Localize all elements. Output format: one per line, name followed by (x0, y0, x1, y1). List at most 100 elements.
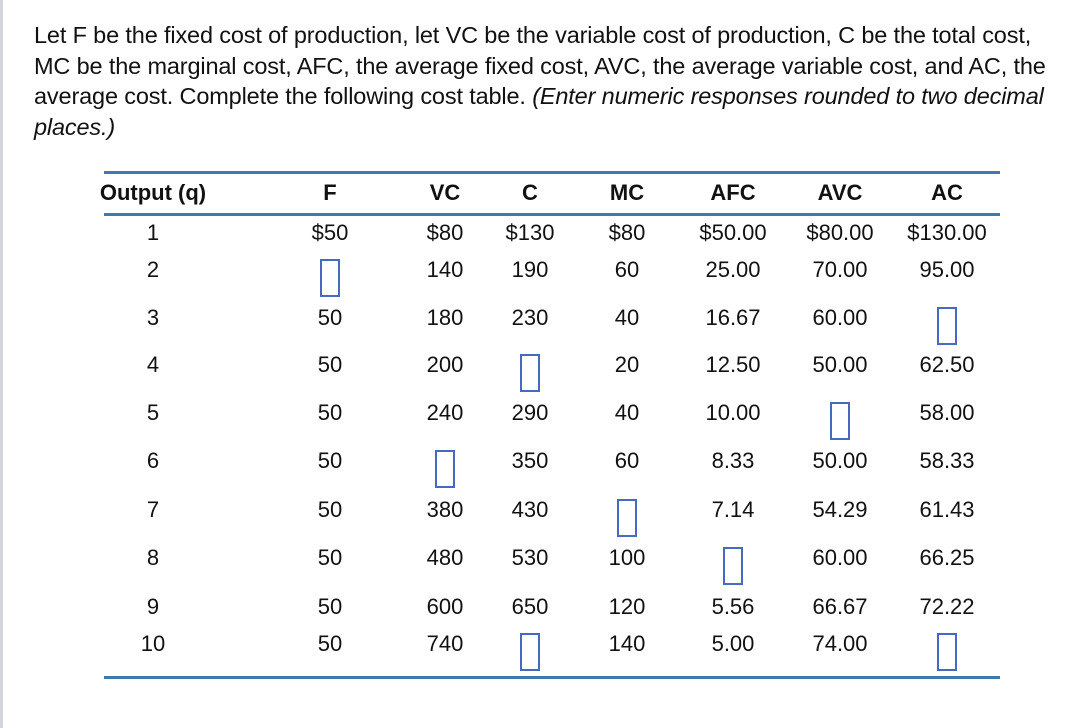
table-cell-mc: 40 (614, 400, 640, 425)
answer-input-f-row-2[interactable] (320, 259, 340, 297)
table-cell-f: 50 (317, 594, 343, 619)
answer-input-afc-row-8[interactable] (723, 547, 743, 585)
table-cell-mc: 20 (614, 352, 640, 377)
answer-field[interactable] (939, 635, 955, 669)
table-cell-ac: 58.00 (919, 400, 975, 425)
left-border (0, 0, 3, 728)
table-cell-ac: 58.33 (919, 448, 975, 473)
table-cell-ac: 95.00 (919, 257, 975, 282)
table-cell-avc: $80.00 (806, 220, 874, 245)
answer-field[interactable] (437, 452, 453, 486)
table-top-rule (104, 171, 1000, 174)
column-header-c: C (522, 180, 538, 205)
table-cell-output-q: 1 (146, 220, 160, 245)
column-header-ac: AC (931, 180, 963, 205)
table-cell-f: 50 (317, 545, 343, 570)
column-header-vc: VC (429, 180, 461, 205)
answer-field[interactable] (322, 261, 338, 295)
table-cell-f: 50 (317, 631, 343, 656)
table-cell-output-q: 2 (146, 257, 160, 282)
table-cell-avc: 70.00 (812, 257, 868, 282)
table-cell-vc: 240 (426, 400, 464, 425)
prompt-text: Let F be the fixed cost of production, l… (34, 22, 1046, 109)
table-cell-output-q: 6 (146, 448, 160, 473)
table-cell-avc: 54.29 (812, 497, 868, 522)
answer-input-avc-row-5[interactable] (830, 402, 850, 440)
answer-input-c-row-4[interactable] (520, 354, 540, 392)
table-cell-output-q: 5 (146, 400, 160, 425)
table-cell-vc: 480 (426, 545, 464, 570)
table-cell-mc: 100 (608, 545, 646, 570)
table-cell-c: 230 (511, 305, 549, 330)
answer-input-ac-row-3[interactable] (937, 307, 957, 345)
answer-field[interactable] (522, 635, 538, 669)
table-cell-output-q: 10 (140, 631, 166, 656)
table-cell-afc: 10.00 (705, 400, 761, 425)
table-cell-afc: 7.14 (711, 497, 755, 522)
table-cell-c: 290 (511, 400, 549, 425)
column-header-f: F (323, 180, 337, 205)
table-cell-afc: 16.67 (705, 305, 761, 330)
table-cell-vc: 740 (426, 631, 464, 656)
table-cell-ac: $130.00 (907, 220, 987, 245)
table-cell-afc: 5.56 (711, 594, 755, 619)
table-cell-ac: 61.43 (919, 497, 975, 522)
answer-field[interactable] (619, 501, 635, 535)
table-cell-avc: 50.00 (812, 448, 868, 473)
table-cell-c: 190 (511, 257, 549, 282)
table-cell-vc: 140 (426, 257, 464, 282)
answer-field[interactable] (725, 549, 741, 583)
table-cell-output-q: 4 (146, 352, 160, 377)
question-prompt: Let F be the fixed cost of production, l… (34, 20, 1064, 142)
table-cell-c: 530 (511, 545, 549, 570)
table-cell-mc: 120 (608, 594, 646, 619)
table-cell-vc: 180 (426, 305, 464, 330)
table-header-rule (104, 213, 1000, 216)
table-cell-output-q: 3 (146, 305, 160, 330)
table-cell-mc: 40 (614, 305, 640, 330)
table-cell-avc: 60.00 (812, 305, 868, 330)
table-cell-mc: 60 (614, 448, 640, 473)
table-cell-afc: 5.00 (711, 631, 755, 656)
answer-field[interactable] (522, 356, 538, 390)
table-cell-f: $50 (311, 220, 349, 245)
table-cell-c: $130 (505, 220, 555, 245)
column-header-output-q: Output (q) (99, 180, 207, 205)
table-cell-afc: 25.00 (705, 257, 761, 282)
table-cell-avc: 60.00 (812, 545, 868, 570)
answer-input-vc-row-6[interactable] (435, 450, 455, 488)
table-cell-vc: 200 (426, 352, 464, 377)
table-cell-f: 50 (317, 305, 343, 330)
table-cell-mc: 140 (608, 631, 646, 656)
answer-input-mc-row-7[interactable] (617, 499, 637, 537)
answer-input-ac-row-10[interactable] (937, 633, 957, 671)
table-cell-vc: 600 (426, 594, 464, 619)
table-cell-c: 650 (511, 594, 549, 619)
answer-field[interactable] (832, 404, 848, 438)
table-cell-afc: 8.33 (711, 448, 755, 473)
table-cell-vc: 380 (426, 497, 464, 522)
table-cell-c: 430 (511, 497, 549, 522)
table-cell-c: 350 (511, 448, 549, 473)
answer-input-c-row-10[interactable] (520, 633, 540, 671)
table-cell-afc: 12.50 (705, 352, 761, 377)
table-cell-output-q: 9 (146, 594, 160, 619)
table-bottom-rule (104, 676, 1000, 679)
table-cell-ac: 72.22 (919, 594, 975, 619)
table-cell-f: 50 (317, 497, 343, 522)
column-header-mc: MC (609, 180, 645, 205)
table-cell-f: 50 (317, 448, 343, 473)
table-cell-f: 50 (317, 352, 343, 377)
table-cell-mc: $80 (608, 220, 646, 245)
table-cell-mc: 60 (614, 257, 640, 282)
table-cell-avc: 66.67 (812, 594, 868, 619)
column-header-afc: AFC (710, 180, 756, 205)
table-cell-output-q: 7 (146, 497, 160, 522)
answer-field[interactable] (939, 309, 955, 343)
prompt-instruction: (Enter numeric responses rounded to two … (34, 83, 1044, 140)
table-cell-f: 50 (317, 400, 343, 425)
table-cell-ac: 66.25 (919, 545, 975, 570)
table-cell-avc: 50.00 (812, 352, 868, 377)
table-cell-avc: 74.00 (812, 631, 868, 656)
column-header-avc: AVC (817, 180, 863, 205)
